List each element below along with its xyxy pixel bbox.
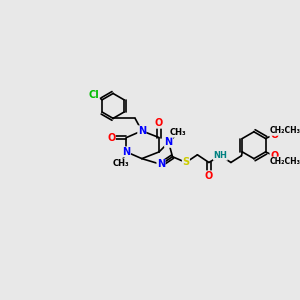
Text: N: N [165,137,173,147]
Text: N: N [138,126,146,136]
Text: NH: NH [214,151,227,160]
Text: O: O [270,130,278,140]
Text: O: O [155,118,163,128]
Text: O: O [270,151,278,161]
Text: N: N [157,159,165,170]
Text: Cl: Cl [88,90,99,100]
Text: CH₃: CH₃ [112,159,129,168]
Text: N: N [122,147,130,157]
Text: CH₃: CH₃ [170,128,187,137]
Text: CH₂CH₃: CH₂CH₃ [269,126,300,135]
Text: S: S [182,158,190,167]
Text: O: O [205,171,213,181]
Text: O: O [107,133,115,142]
Text: CH₂CH₃: CH₂CH₃ [269,157,300,166]
